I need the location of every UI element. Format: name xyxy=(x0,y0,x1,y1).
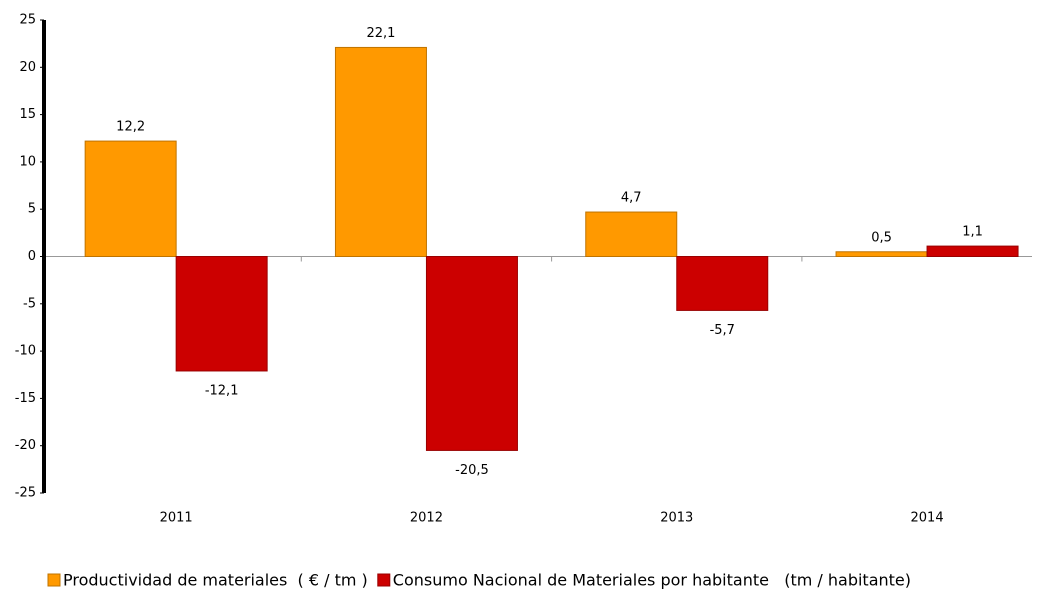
legend-label: Consumo Nacional de Materiales por habit… xyxy=(393,571,911,590)
value-label: -5,7 xyxy=(710,323,735,338)
y-tick-label: -15 xyxy=(15,391,36,406)
bar xyxy=(84,140,177,257)
bar xyxy=(334,46,427,257)
value-label: 22,1 xyxy=(366,26,395,41)
bar xyxy=(676,256,769,311)
legend-swatch xyxy=(47,573,61,587)
x-tick-label: 2013 xyxy=(660,511,693,526)
bar xyxy=(425,256,518,451)
bar xyxy=(175,256,268,372)
y-tick-label: 15 xyxy=(19,107,36,122)
x-tick-label: 2011 xyxy=(160,511,193,526)
legend-label: Productividad de materiales ( € / tm ) xyxy=(63,571,368,590)
y-tick-label: -25 xyxy=(15,486,36,501)
y-tick-label: 20 xyxy=(19,60,36,75)
y-tick-label: 5 xyxy=(28,202,36,217)
value-label: -20,5 xyxy=(455,463,489,478)
y-tick-label: -10 xyxy=(15,344,36,359)
x-tick-label: 2012 xyxy=(410,511,443,526)
bar xyxy=(926,245,1019,257)
value-label: 4,7 xyxy=(621,191,642,206)
value-label: 1,1 xyxy=(962,225,983,240)
x-tick-label: 2014 xyxy=(911,511,944,526)
value-label: 12,2 xyxy=(116,120,145,135)
y-tick-label: 10 xyxy=(19,154,36,169)
y-tick-label: -5 xyxy=(23,296,36,311)
value-label: -12,1 xyxy=(205,383,239,398)
value-label: 0,5 xyxy=(871,230,892,245)
legend-swatch xyxy=(377,573,391,587)
y-tick-label: 0 xyxy=(28,249,36,264)
y-tick-label: 25 xyxy=(19,13,36,28)
bar xyxy=(585,211,678,257)
y-tick-label: -20 xyxy=(15,438,36,453)
bar xyxy=(835,251,928,258)
